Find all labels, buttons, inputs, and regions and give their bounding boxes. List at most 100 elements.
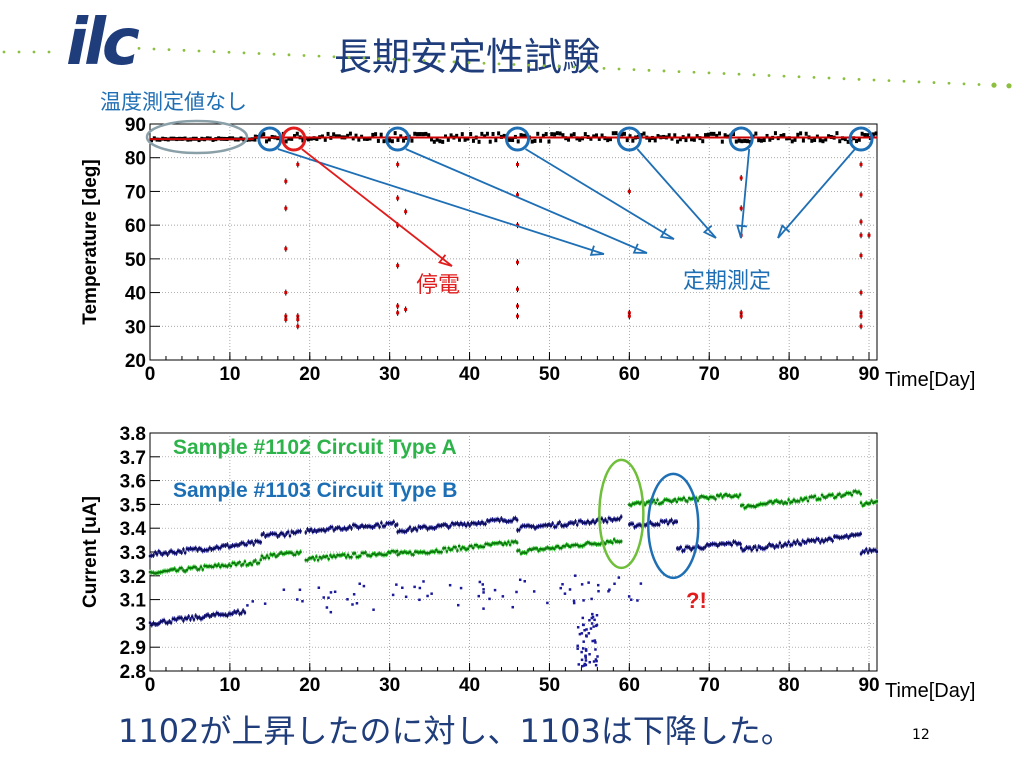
current-marker	[152, 621, 155, 625]
current-marker	[297, 530, 300, 533]
dip-point	[589, 627, 593, 630]
temperature-point	[871, 132, 875, 137]
dip-point	[588, 652, 591, 656]
current-marker	[503, 519, 507, 522]
temperature-point	[790, 139, 794, 144]
current-marker	[512, 540, 515, 544]
excursion-point	[284, 247, 288, 251]
outlier-point	[401, 586, 404, 590]
current-marker	[208, 615, 211, 618]
current-marker	[465, 524, 468, 528]
current-marker	[162, 569, 166, 573]
temperature-point	[821, 139, 825, 144]
excursion-point	[859, 253, 863, 257]
rule-dot	[182, 48, 186, 52]
temperature-point	[673, 133, 677, 138]
current-marker	[480, 520, 484, 524]
current-marker	[157, 571, 160, 574]
current-marker	[576, 523, 579, 526]
current-marker	[201, 549, 204, 553]
temperature-point	[653, 138, 657, 143]
legend-sample-1103: Sample #1103 Circuit Type B	[173, 479, 457, 502]
outlier-point	[295, 598, 299, 601]
current-marker	[183, 551, 187, 554]
temperature-point	[804, 131, 808, 136]
label-power-outage: 停電	[416, 273, 460, 298]
current-marker	[408, 526, 412, 529]
current-marker	[732, 540, 735, 543]
x-tick-label: 20	[299, 364, 320, 385]
dip-point	[581, 616, 585, 620]
current-marker	[243, 611, 247, 614]
current-marker	[710, 495, 714, 499]
rule-dot	[152, 47, 156, 51]
temperature-point	[438, 139, 442, 144]
current-marker	[574, 543, 577, 546]
current-marker	[245, 543, 248, 546]
current-marker	[870, 499, 873, 502]
current-marker	[790, 543, 794, 546]
current-marker	[570, 544, 574, 547]
current-marker	[665, 498, 668, 501]
current-marker	[201, 568, 204, 571]
temperature-point	[687, 133, 691, 138]
current-marker	[367, 554, 371, 557]
outlier-point	[251, 600, 254, 603]
current-marker	[546, 546, 549, 549]
current-marker	[185, 547, 189, 550]
outlier-point	[518, 578, 522, 582]
current-marker	[287, 551, 290, 554]
current-marker	[542, 548, 546, 551]
dip-point	[590, 622, 594, 625]
current-marker	[371, 552, 374, 556]
temperature-point	[418, 132, 422, 137]
dip-point	[594, 641, 597, 644]
current-marker	[561, 545, 565, 548]
temperature-point	[435, 137, 439, 142]
current-marker	[831, 539, 834, 543]
temperature-point	[376, 138, 380, 143]
current-marker	[219, 613, 222, 617]
current-marker	[417, 525, 420, 528]
current-marker	[652, 499, 656, 502]
outlier-point	[613, 582, 616, 586]
current-marker	[530, 548, 533, 552]
excursion-point	[739, 176, 743, 180]
current-marker	[215, 545, 218, 548]
periodic-arrow-head	[659, 228, 675, 240]
current-marker	[190, 547, 194, 551]
current-marker	[322, 555, 325, 558]
y-tick-label: 60	[125, 216, 146, 237]
current-marker	[656, 498, 659, 502]
ilc-logo: ilc	[66, 6, 140, 80]
current-marker	[508, 519, 512, 523]
current-marker	[759, 502, 762, 506]
current-marker	[407, 551, 410, 555]
excursion-point	[396, 311, 400, 315]
current-marker	[192, 565, 196, 568]
current-marker	[486, 542, 489, 546]
temperature-point	[765, 133, 769, 138]
current-marker	[716, 494, 719, 497]
current-marker	[661, 501, 664, 504]
x-tick-label: 10	[219, 364, 240, 385]
current-marker	[227, 563, 231, 566]
temperature-point	[365, 136, 369, 141]
periodic-circle	[848, 126, 874, 152]
dip-point	[582, 664, 586, 667]
temperature-point	[399, 134, 403, 139]
x-tick-label: 20	[299, 675, 320, 696]
current-marker	[822, 495, 825, 499]
current-marker	[799, 497, 803, 500]
current-marker	[238, 543, 241, 546]
temperature-point	[390, 139, 394, 144]
current-marker	[422, 524, 426, 528]
current-marker	[778, 501, 782, 504]
current-marker	[836, 493, 840, 496]
current-marker	[708, 495, 712, 499]
excursion-point	[515, 223, 519, 227]
current-marker	[424, 552, 427, 555]
current-marker	[670, 518, 673, 522]
x-tick-label: 0	[145, 364, 156, 385]
current-marker	[187, 566, 190, 569]
